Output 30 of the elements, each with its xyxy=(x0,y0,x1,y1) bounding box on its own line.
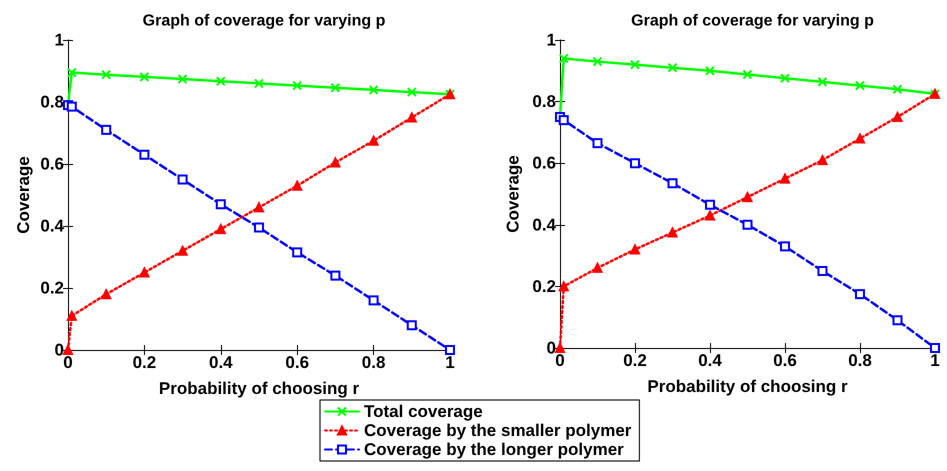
x-tick-label: 0.2 xyxy=(623,351,647,370)
x-axis-title: Probability of choosing r xyxy=(158,379,360,398)
y-tick-label: 0.4 xyxy=(532,215,557,234)
y-tick-label: 0.8 xyxy=(40,92,64,112)
x-tick-label: 0.6 xyxy=(285,353,310,372)
y-tick-label: 0.6 xyxy=(532,154,556,173)
x-tick-label: 0.8 xyxy=(362,353,386,372)
y-tick-label: 0.2 xyxy=(40,278,64,298)
y-tick-label: 1 xyxy=(54,30,64,50)
legend-label: Coverage by the smaller polymer xyxy=(364,421,632,440)
x-tick-label: 0.2 xyxy=(132,353,156,372)
x-tick-label: 0.8 xyxy=(848,351,872,370)
y-tick-label: 0.8 xyxy=(532,92,556,112)
y-axis-title: Coverage xyxy=(14,156,33,234)
x-tick-label: 1 xyxy=(930,351,940,370)
y-tick-label: 0.4 xyxy=(40,216,65,236)
chart-title: Graph of coverage for varying p xyxy=(142,12,386,30)
y-tick-label: 0 xyxy=(546,338,556,358)
chart-title: Graph of coverage for varying p xyxy=(631,12,874,30)
x-tick-label: 0.4 xyxy=(208,353,234,372)
y-tick-label: 0.6 xyxy=(40,154,64,174)
x-tick-label: 0.4 xyxy=(698,351,722,370)
x-tick-label: 1 xyxy=(445,353,455,372)
x-tick-label: 0.6 xyxy=(773,351,797,370)
legend-label: Total coverage xyxy=(364,402,483,421)
legend-label: Coverage by the longer polymer xyxy=(364,440,624,459)
y-axis-title: Coverage xyxy=(503,155,522,233)
y-tick-label: 0.2 xyxy=(532,276,556,296)
y-tick-label: 1 xyxy=(546,30,556,50)
x-axis-title: Probability of choosing r xyxy=(647,377,848,396)
